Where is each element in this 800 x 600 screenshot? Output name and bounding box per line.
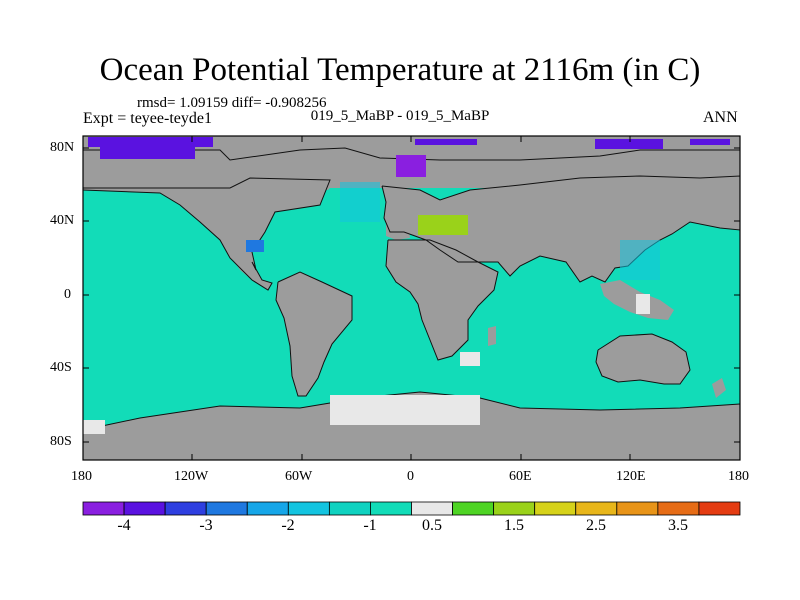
coast-antarctica — [82, 391, 741, 431]
madagascar — [488, 326, 496, 346]
experiment-label: Expt = teyee-teyde1 — [83, 110, 212, 127]
lon-tick-label: 180 — [71, 469, 92, 484]
south-america — [276, 272, 352, 396]
axis-tick-marks — [82, 136, 741, 460]
colorbar-label: 1.5 — [504, 517, 524, 534]
colorbar-swatch — [164, 501, 207, 516]
patch-mediterranean — [418, 215, 468, 235]
patch-arctic-west — [88, 137, 213, 147]
lon-tick-label: 180 — [728, 469, 749, 484]
colorbar-label: -3 — [199, 517, 213, 534]
colorbar-swatch — [575, 501, 618, 516]
colorbar-swatch — [205, 501, 248, 516]
new-zealand — [712, 378, 726, 398]
lat-tick-label: 40N — [50, 213, 75, 228]
colorbar-swatch — [452, 501, 495, 516]
colorbar-swatch — [123, 501, 166, 516]
coast-australia — [595, 333, 691, 385]
colorbar-swatch — [493, 501, 536, 516]
antarctica — [83, 392, 740, 460]
lat-tick-label: 0 — [64, 287, 71, 302]
lat-tick-label: 40S — [50, 360, 72, 375]
plot-title: Ocean Potential Temperature at 2116m (in… — [99, 52, 701, 88]
patch-siberia — [396, 155, 426, 177]
colorbar-label: 3.5 — [668, 517, 688, 534]
colorbar-label: -2 — [281, 517, 295, 534]
colorbar-swatch — [657, 501, 700, 516]
patch-arctic-east — [595, 139, 663, 149]
colorbar-label: 2.5 — [586, 517, 606, 534]
coastlines — [82, 147, 741, 431]
patch-australia-white — [636, 294, 650, 314]
coast-south-america — [275, 271, 353, 397]
stats-text: rmsd= 1.09159 diff= -0.908256 — [137, 95, 327, 111]
patch-antarctic-white-west — [83, 420, 105, 434]
patch-arctic-center — [415, 139, 477, 145]
colorbar-swatch — [616, 501, 659, 516]
lat-tick-label: 80S — [50, 434, 72, 449]
colorbar-swatch — [82, 501, 125, 516]
colorbar — [82, 501, 741, 516]
colorbar-swatch — [698, 501, 741, 516]
eurasia — [382, 176, 740, 282]
north-america — [83, 178, 330, 270]
season-label: ANN — [703, 109, 738, 126]
lon-tick-label: 60W — [285, 469, 313, 484]
patch-north-atlantic — [340, 182, 380, 222]
patch-arctic-west-core — [100, 147, 195, 159]
anomaly-patches — [83, 137, 730, 434]
colorbar-label: -4 — [117, 517, 131, 534]
colorbar-swatch — [370, 501, 412, 516]
colorbar-swatch — [287, 501, 330, 516]
africa — [386, 240, 498, 360]
colorbar-label: -1 — [363, 517, 377, 534]
patch-north-pacific — [620, 240, 660, 280]
colorbar-swatch — [534, 501, 577, 516]
lon-tick-label: 120E — [616, 469, 646, 484]
patch-indian-white — [460, 352, 480, 366]
coast-arctic — [83, 147, 740, 161]
southern-europe — [386, 222, 410, 240]
patch-gulf — [246, 240, 264, 252]
lon-tick-label: 120W — [174, 469, 209, 484]
coast-eurasia — [381, 175, 741, 283]
colorbar-swatch — [411, 501, 453, 516]
lon-tick-label: 0 — [407, 469, 414, 484]
coast-africa — [385, 239, 499, 361]
colorbar-label: 0.5 — [422, 517, 442, 534]
patch-southern-ocean-white — [330, 395, 480, 425]
coast-north-america — [82, 177, 331, 291]
subtitle: 019_5_MaBP - 019_5_MaBP — [310, 108, 490, 124]
colorbar-swatch — [328, 501, 371, 516]
australia — [596, 334, 690, 384]
colorbar-swatch — [246, 501, 289, 516]
central-america — [232, 258, 272, 290]
lat-tick-label: 80N — [50, 140, 75, 155]
lon-tick-label: 60E — [509, 469, 532, 484]
patch-arctic-far-east — [690, 139, 730, 145]
